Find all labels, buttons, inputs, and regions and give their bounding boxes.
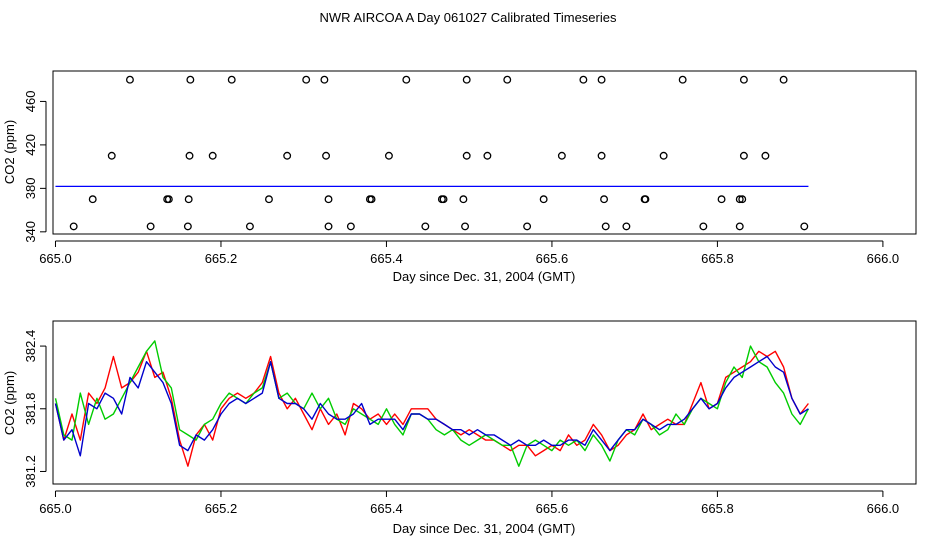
calibration-point — [597, 151, 606, 160]
calibration-point — [208, 151, 217, 160]
ambient-x-axis-label: Day since Dec. 31, 2004 (GMT) — [393, 521, 576, 536]
ambient-plot-frame — [52, 320, 917, 485]
calibration-point — [324, 222, 333, 231]
x-tick-label: 666.0 — [867, 251, 900, 266]
calibration-point — [183, 222, 192, 231]
calibration-point — [320, 75, 329, 84]
calibration-point — [641, 195, 650, 204]
y-tick-label: 460 — [23, 91, 38, 113]
calibration-point — [346, 222, 355, 231]
ambient-panel: 665.0 665.2 665.4 665.6 665.8 666.0 381.2 381.8… — [2, 320, 917, 536]
calibration-point — [462, 151, 471, 160]
calibration-point — [146, 222, 155, 231]
figure-title: NWR AIRCOA A Day 061027 Calibrated Times… — [320, 10, 617, 25]
calibration-point — [107, 151, 116, 160]
calibration-plot-frame — [52, 70, 917, 235]
series-line-red — [54, 350, 809, 467]
y-tick-label: 382.4 — [23, 330, 38, 363]
x-tick-label: 665.0 — [39, 251, 72, 266]
calibration-point — [322, 151, 330, 160]
x-tick-label: 665.8 — [701, 251, 734, 266]
calibration-x-axis-label: Day since Dec. 31, 2004 (GMT) — [393, 269, 576, 284]
calibration-point — [245, 222, 254, 231]
y-tick-label: 381.8 — [23, 392, 38, 425]
calibration-panel: 665.0 665.2 665.4 665.6 665.8 666.0 340 380 420 4… — [2, 70, 917, 284]
x-tick-label: 665.2 — [205, 251, 238, 266]
calibration-point — [699, 222, 708, 231]
calibration-point — [678, 75, 687, 84]
x-tick-label: 665.6 — [536, 251, 569, 266]
calibration-point — [735, 222, 744, 231]
y-tick-label: 381.2 — [23, 455, 38, 488]
x-tick-label: 665.4 — [370, 501, 403, 516]
x-tick-label: 665.8 — [701, 501, 734, 516]
calibration-point — [597, 75, 606, 84]
x-tick-label: 665.2 — [205, 501, 238, 516]
calibration-point — [227, 75, 236, 84]
calibration-point — [461, 222, 470, 231]
y-tick-label: 340 — [23, 221, 38, 243]
calibration-point — [739, 151, 748, 160]
x-tick-label: 665.0 — [39, 501, 72, 516]
calibration-points — [55, 75, 809, 231]
calibration-point — [503, 75, 512, 84]
y-tick-label: 380 — [23, 178, 38, 200]
calibration-point — [164, 195, 173, 204]
calibration-point — [384, 151, 393, 160]
series-line-green — [54, 340, 810, 467]
x-tick-label: 665.4 — [370, 251, 403, 266]
calibration-point — [739, 75, 748, 84]
calibration-point — [302, 75, 311, 84]
series-line-blue — [54, 355, 809, 457]
calibration-y-axis-label: CO2 (ppm) — [2, 120, 17, 184]
calibration-point — [579, 75, 588, 84]
calibration-point — [184, 195, 193, 204]
x-tick-label: 665.6 — [536, 501, 569, 516]
calibration-point — [659, 151, 668, 160]
calibration-point — [761, 151, 770, 160]
ambient-series — [54, 340, 810, 467]
calibration-point — [601, 222, 610, 231]
x-tick-label: 666.0 — [867, 501, 900, 516]
calibration-point — [557, 151, 566, 160]
calibration-point — [483, 151, 492, 160]
calibration-point — [738, 195, 747, 204]
calibration-point — [735, 195, 744, 204]
calibration-point — [367, 195, 376, 204]
calibration-point — [69, 222, 78, 231]
calibration-point — [421, 222, 430, 231]
calibration-point — [186, 75, 195, 84]
calibration-point — [439, 195, 448, 204]
calibration-point — [523, 222, 532, 231]
calibration-point — [717, 195, 726, 204]
calibration-point — [539, 195, 548, 204]
ambient-y-axis-label: CO2 (ppm) — [2, 371, 17, 435]
calibration-point — [462, 75, 471, 84]
ambient-axes: 665.0 665.2 665.4 665.6 665.8 666.0 381.2 381.8… — [23, 330, 899, 516]
calibration-point — [283, 151, 292, 160]
calibration-point — [265, 195, 273, 204]
y-tick-label: 420 — [23, 134, 38, 156]
calibration-point — [402, 75, 411, 84]
calibration-point — [324, 195, 333, 204]
calibration-point — [459, 195, 468, 204]
calibration-point — [185, 151, 194, 160]
calibration-point — [779, 75, 788, 84]
calibration-axes: 665.0 665.2 665.4 665.6 665.8 666.0 340 380 420 4… — [23, 91, 899, 266]
calibration-point — [800, 222, 809, 231]
calibration-point — [126, 75, 134, 84]
calibration-point — [600, 195, 609, 204]
calibration-point — [88, 195, 97, 204]
calibration-point — [622, 222, 631, 231]
